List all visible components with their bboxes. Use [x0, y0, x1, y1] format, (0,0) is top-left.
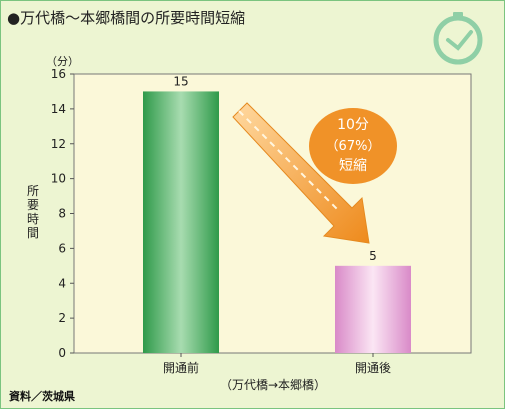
y-axis: 0 2 4 6 8 10 12 14 16: [51, 67, 74, 360]
reduction-amount: 10分: [337, 117, 369, 133]
bar-after: [335, 265, 411, 353]
y-tick-label: 4: [58, 276, 66, 290]
y-tick-label: 8: [58, 207, 66, 221]
clock-face: [433, 15, 483, 65]
y-axis-label: 所要時間: [27, 184, 39, 240]
reduction-label: 短縮: [339, 158, 367, 174]
y-tick-label: 10: [51, 172, 66, 186]
x-axis-label: （万代橋→本郷橋）: [220, 378, 326, 392]
y-tick-label: 6: [58, 241, 66, 255]
y-tick-label: 14: [51, 102, 66, 116]
clock-hands: [446, 30, 473, 51]
y-tick-label: 16: [51, 67, 66, 81]
bars-group: 15 開通前 5 開通後: [143, 74, 411, 375]
x-tick-label: 開通後: [355, 361, 391, 375]
x-tick-label: 開通前: [163, 360, 199, 375]
clock-icon: [433, 12, 483, 65]
y-tick-label: 0: [58, 346, 66, 360]
y-axis-label-char: 間: [27, 226, 39, 240]
y-axis-label-char: 要: [27, 198, 39, 212]
y-tick-label: 2: [58, 311, 66, 325]
y-axis-label-char: 所: [27, 184, 39, 198]
page-title: ●万代橋～本郷橋間の所要時間短縮: [7, 9, 246, 27]
y-axis-unit: （分）: [46, 55, 79, 68]
bar-value-label: 5: [369, 249, 377, 263]
reduction-badge: 10分 （67%） 短縮: [309, 108, 397, 184]
bar-before: [143, 91, 219, 353]
source-note: 資料／茨城県: [9, 390, 75, 403]
reduction-arrow: [232, 102, 370, 244]
reduction-percent: （67%）: [326, 139, 381, 154]
bar-value-label: 15: [173, 74, 188, 88]
y-axis-label-char: 時: [27, 212, 39, 226]
plot-area: [73, 73, 472, 354]
y-tick-label: 12: [51, 137, 66, 151]
reduction-badge-bg: [309, 108, 397, 184]
